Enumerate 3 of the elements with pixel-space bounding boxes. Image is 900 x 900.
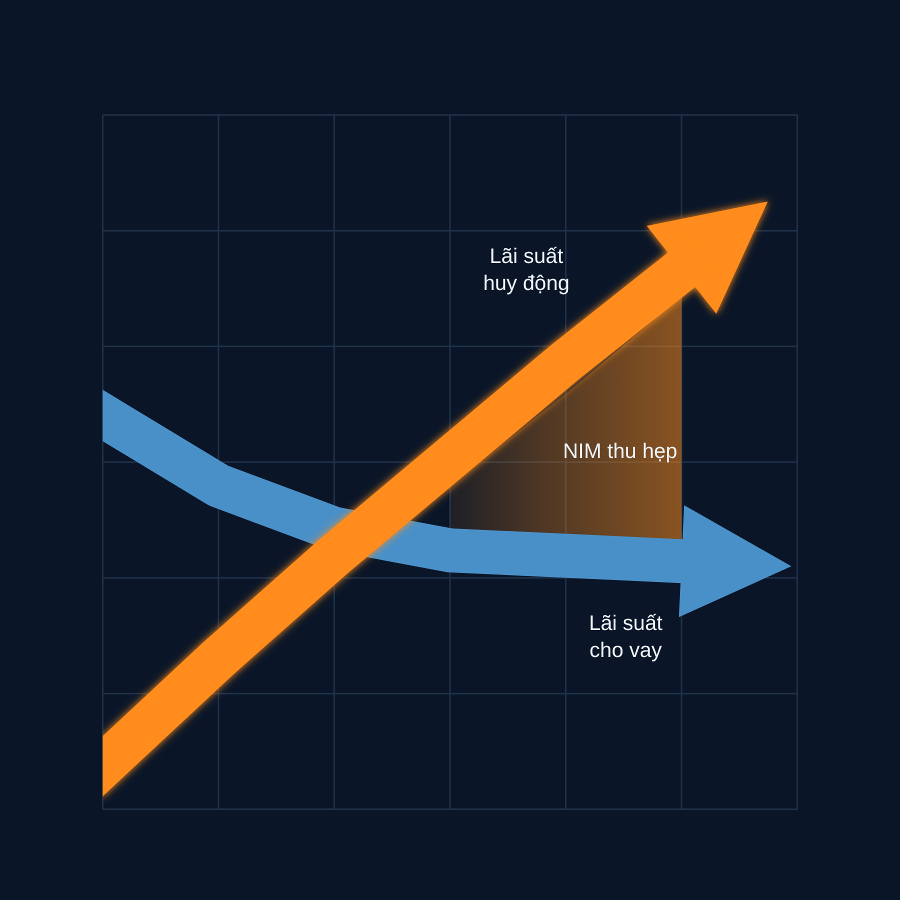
text: Lãi suất huy động: [483, 244, 570, 295]
text: Lãi suất cho vay: [588, 612, 663, 662]
annotation: NIM thu hẹp: [562, 440, 678, 463]
